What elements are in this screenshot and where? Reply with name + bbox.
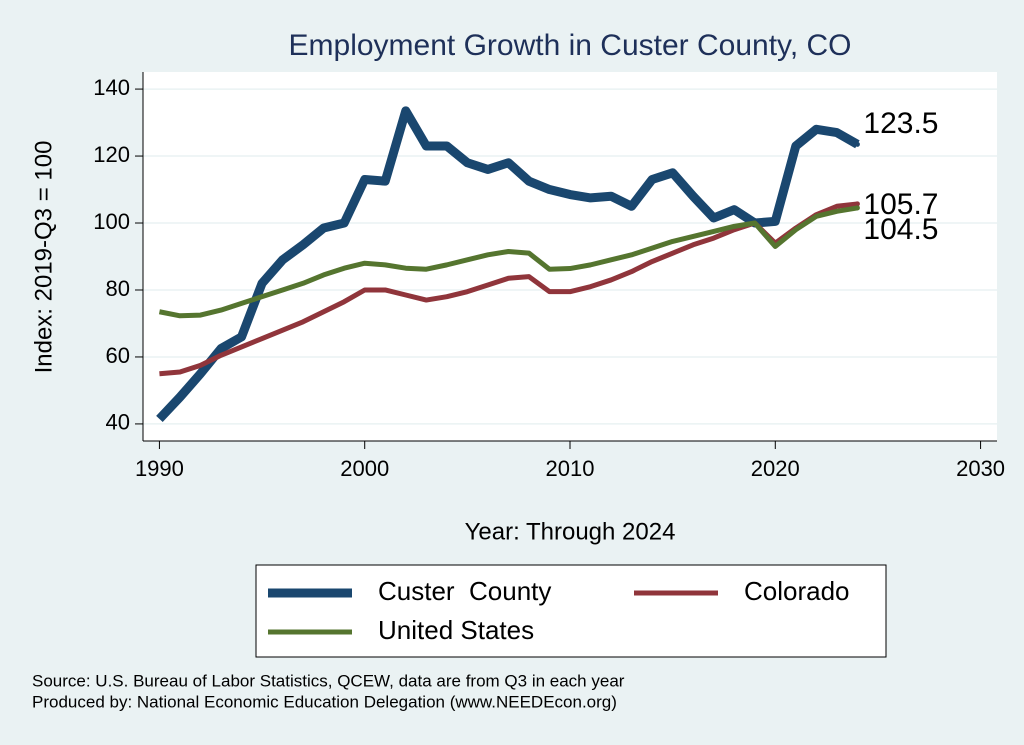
y-tick-label: 60 <box>106 343 130 368</box>
series-line <box>158 205 858 319</box>
y-tick-label: 80 <box>106 276 130 301</box>
y-tick-label: 120 <box>93 142 130 167</box>
source-note: Source: U.S. Bureau of Labor Statistics,… <box>32 671 625 690</box>
y-tick-label: 140 <box>93 75 130 100</box>
y-tick-label: 40 <box>106 410 130 435</box>
x-tick-label: 1990 <box>135 456 184 481</box>
end-marker <box>854 141 860 147</box>
source-note: Produced by: National Economic Education… <box>32 692 617 711</box>
x-tick-label: 2030 <box>956 456 1005 481</box>
x-tick-label: 2000 <box>340 456 389 481</box>
x-axis-title: Year: Through 2024 <box>465 518 676 545</box>
legend-label: Colorado <box>744 576 850 606</box>
end-label: 104.5 <box>863 213 938 246</box>
end-marker <box>854 205 860 211</box>
legend <box>255 564 887 658</box>
chart-title: Employment Growth in Custer County, CO <box>289 29 852 62</box>
y-axis-title: Index: 2019-Q3 = 100 <box>30 141 57 374</box>
end-label: 105.7 <box>863 188 938 221</box>
x-tick-label: 2020 <box>751 456 800 481</box>
legend-label: United States <box>378 615 534 645</box>
x-tick-label: 2010 <box>546 456 595 481</box>
y-tick-label: 100 <box>93 209 130 234</box>
series-line <box>156 106 860 422</box>
end-label: 123.5 <box>863 107 938 140</box>
legend-label: Custer County <box>378 576 551 606</box>
end-marker <box>854 201 860 207</box>
